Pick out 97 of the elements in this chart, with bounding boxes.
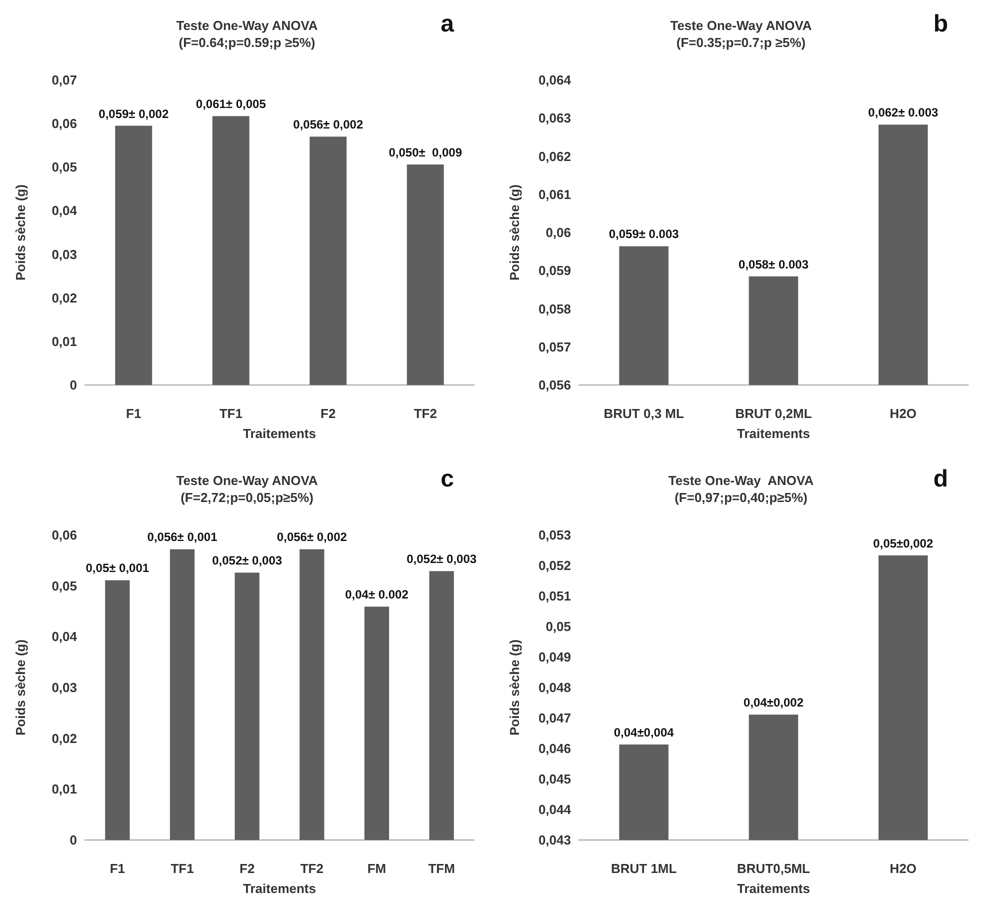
text: c xyxy=(440,466,454,492)
annotation: 0,052± 0,003 xyxy=(212,554,282,568)
annotation: 0,059± 0,002 xyxy=(98,106,169,121)
y-tick-label: 0,04 xyxy=(52,203,78,218)
y-tick-label: 0,048 xyxy=(538,680,571,695)
bar xyxy=(212,116,250,385)
bar xyxy=(364,606,390,840)
y-axis-title: Poids sèche (g) xyxy=(13,639,28,736)
y-tick-label: 0,058 xyxy=(538,301,571,316)
x-tick-label: F2 xyxy=(320,406,336,421)
y-tick-label: 0,07 xyxy=(52,72,77,88)
annotation: 0,04± 0.002 xyxy=(345,588,409,602)
y-tick-label: 0,064 xyxy=(538,72,572,88)
text: a xyxy=(440,10,455,38)
y-tick-label: 0,046 xyxy=(538,741,571,756)
x-tick-label: F2 xyxy=(239,861,255,876)
annotation: 0,04±0,002 xyxy=(744,696,804,710)
x-tick-label: TF2 xyxy=(300,861,324,876)
x-tick-label: F1 xyxy=(110,861,126,876)
x-tick-label: BRUT 1ML xyxy=(610,861,677,876)
annotation: 0,052± 0,003 xyxy=(406,552,477,566)
y-tick-label: 0,06 xyxy=(52,116,77,132)
y-tick-label: 0,052 xyxy=(538,558,571,573)
chart-subtitle: (F=0,97;p=0,40;p≥5%) xyxy=(674,490,808,505)
x-tick-label: H2O xyxy=(890,406,917,421)
x-tick-label: TF1 xyxy=(170,861,194,876)
x-tick-label: TFM xyxy=(428,861,455,876)
x-tick-label: FM xyxy=(367,861,386,876)
y-tick-label: 0,06 xyxy=(546,225,571,240)
bar xyxy=(310,136,347,385)
bar xyxy=(406,164,444,385)
y-tick-label: 0,03 xyxy=(52,246,77,262)
y-tick-label: 0,06 xyxy=(52,528,77,542)
y-axis-title: Poids sèche (g) xyxy=(507,184,522,281)
y-tick-label: 0,053 xyxy=(538,528,571,542)
y-tick-label: 0,01 xyxy=(52,334,77,349)
y-tick-label: 0,056 xyxy=(538,378,571,392)
chart-subtitle: (F=2,72;p=0,05;p≥5%) xyxy=(180,490,314,505)
y-tick-label: 0,049 xyxy=(538,650,571,664)
x-tick-label: BRUT 0,3 ML xyxy=(604,406,684,421)
x-tick-label: TF2 xyxy=(414,406,437,421)
chart-title: Teste One-Way ANOVA xyxy=(668,473,814,488)
y-tick-label: 0,04 xyxy=(52,629,78,644)
bar xyxy=(429,571,454,840)
y-tick-label: 0,05 xyxy=(52,578,77,594)
text: b xyxy=(933,10,948,38)
annotation: 0,058± 0.003 xyxy=(738,257,809,272)
annotation: 0,04±0,004 xyxy=(614,726,674,740)
chart-title: Teste One-Way ANOVA xyxy=(176,473,318,488)
bar xyxy=(300,549,324,840)
y-tick-label: 0,043 xyxy=(538,832,571,848)
y-tick-label: 0,02 xyxy=(52,290,77,306)
x-axis-title: Traitements xyxy=(737,426,810,441)
annotation: 0,056± 0,002 xyxy=(293,118,364,132)
annotation: 0,056± 0,001 xyxy=(147,530,218,544)
y-tick-label: 0,063 xyxy=(538,110,571,126)
annotation: 0,061± 0,005 xyxy=(196,97,266,112)
y-tick-label: 0,044 xyxy=(538,802,572,817)
y-tick-label: 0,03 xyxy=(52,680,77,695)
y-tick-label: 0,059 xyxy=(538,263,571,278)
x-tick-label: BRUT 0,2ML xyxy=(735,406,812,421)
annotation: 0,05± 0,001 xyxy=(86,561,150,576)
y-tick-label: 0 xyxy=(70,378,77,392)
x-tick-label: BRUT0,5ML xyxy=(737,861,810,876)
annotation: 0,056± 0,002 xyxy=(276,530,348,544)
text: d xyxy=(933,466,948,492)
y-tick-label: 0,061 xyxy=(538,186,571,202)
y-axis-title: Poids sèche (g) xyxy=(13,184,28,281)
bar xyxy=(105,580,130,840)
y-tick-label: 0,062 xyxy=(538,148,571,164)
y-tick-label: 0,057 xyxy=(538,339,571,354)
chart-title: Teste One-Way ANOVA xyxy=(176,18,318,33)
bar xyxy=(234,572,260,840)
y-tick-label: 0,047 xyxy=(538,710,571,726)
x-tick-label: TF1 xyxy=(219,406,242,421)
x-axis-title: Traitements xyxy=(737,881,810,896)
annotation: 0,062± 0.003 xyxy=(868,106,938,120)
bar xyxy=(115,126,152,385)
y-tick-label: 0,01 xyxy=(52,782,77,797)
chart-title: Teste One-Way ANOVA xyxy=(670,18,812,33)
chart-subtitle: (F=0.35;p=0.7;p ≥5%) xyxy=(676,35,806,50)
y-tick-label: 0,045 xyxy=(538,772,571,786)
bar xyxy=(170,549,195,840)
x-tick-label: F1 xyxy=(126,406,142,421)
x-axis-title: Traitements xyxy=(243,881,316,896)
y-axis-title: Poids sèche (g) xyxy=(507,639,522,736)
chart-subtitle: (F=0.64;p=0.59;p ≥5%) xyxy=(178,35,316,50)
x-axis-title: Traitements xyxy=(243,426,316,441)
x-tick-label: H2O xyxy=(890,861,917,876)
y-tick-label: 0,05 xyxy=(52,160,77,175)
annotation: 0,059± 0.003 xyxy=(608,227,680,242)
annotation: 0,05±0,002 xyxy=(873,536,934,550)
y-tick-label: 0 xyxy=(70,832,77,848)
annotation: 0,050± 0,009 xyxy=(388,146,462,160)
y-tick-label: 0,05 xyxy=(546,619,571,634)
y-tick-label: 0,051 xyxy=(538,588,571,604)
y-tick-label: 0,02 xyxy=(52,730,77,746)
